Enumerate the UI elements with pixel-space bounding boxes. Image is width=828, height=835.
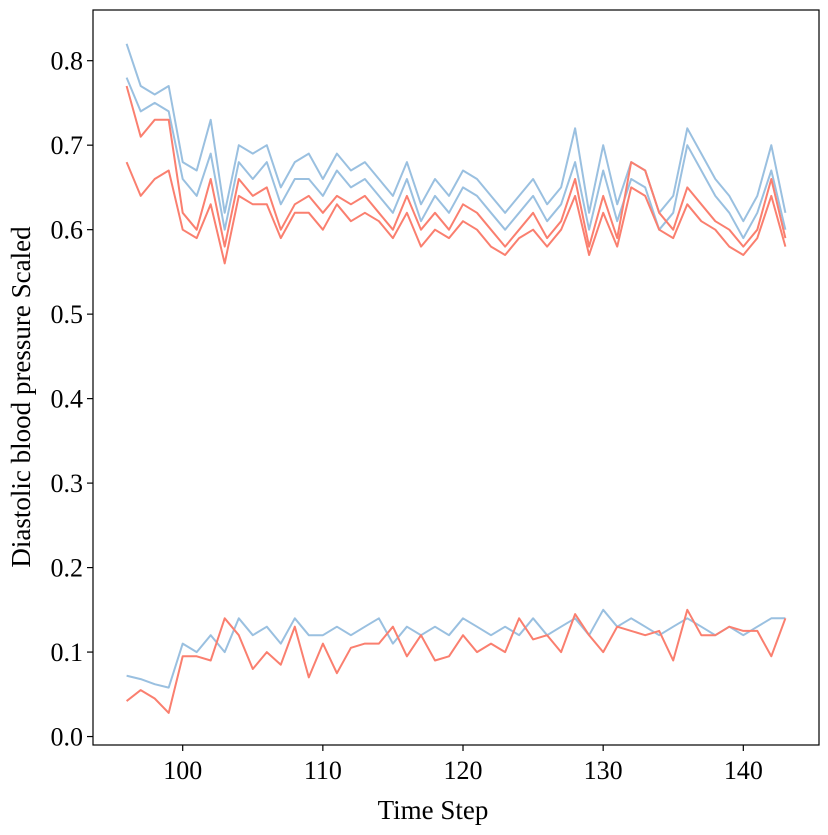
y-tick-label: 0.4 <box>51 385 84 414</box>
y-tick-label: 0.0 <box>51 723 84 752</box>
series-line-4 <box>125 161 787 265</box>
x-tick-label: 100 <box>163 756 202 785</box>
series-line-1 <box>125 43 787 223</box>
x-tick-label: 130 <box>584 756 623 785</box>
x-tick-label: 140 <box>724 756 763 785</box>
y-tick-label: 0.2 <box>51 554 84 583</box>
y-tick-label: 0.7 <box>51 131 84 160</box>
y-tick-label: 0.5 <box>51 300 84 329</box>
y-tick-label: 0.1 <box>51 638 84 667</box>
series-line-2 <box>125 77 787 240</box>
y-axis-label: Diastolic blood pressure Scaled <box>6 226 36 568</box>
y-tick-label: 0.6 <box>51 216 84 245</box>
series-line-6 <box>125 608 787 714</box>
y-tick-label: 0.3 <box>51 469 84 498</box>
x-tick-label: 110 <box>304 756 342 785</box>
y-axis: 0.0 0.1 0.2 0.3 0.4 0.5 0.6 0.7 0.8 <box>51 47 93 752</box>
x-axis: 100 110 120 130 140 <box>163 745 763 785</box>
x-tick-label: 120 <box>444 756 483 785</box>
x-axis-label: Time Step <box>378 795 489 825</box>
series-line-5 <box>126 608 786 689</box>
y-tick-label: 0.8 <box>51 47 84 76</box>
series-lines <box>125 43 787 714</box>
series-line-3 <box>125 85 787 248</box>
plot-frame <box>92 9 820 746</box>
